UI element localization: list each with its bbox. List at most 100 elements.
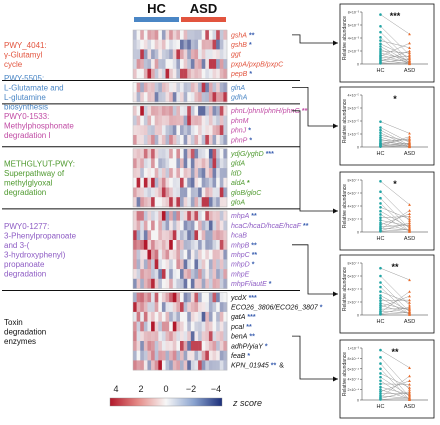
heatmap-cell bbox=[198, 230, 202, 241]
heatmap-cell bbox=[205, 105, 210, 116]
gene-label: KPN_01945 ** & bbox=[231, 363, 284, 370]
gene-label: mhpF/iautE * bbox=[231, 281, 272, 288]
heatmap-cell bbox=[140, 197, 145, 208]
heatmap-cell bbox=[140, 59, 145, 70]
heatmap-cell bbox=[219, 278, 224, 289]
heatmap-cell bbox=[208, 249, 213, 260]
heatmap-cell bbox=[187, 311, 192, 322]
heatmap-cell bbox=[176, 187, 181, 198]
heatmap-cell bbox=[183, 341, 188, 351]
heatmap-cell bbox=[205, 158, 210, 169]
hc-point bbox=[379, 388, 382, 391]
gene-name: gatA bbox=[231, 314, 246, 321]
heatmap-cell bbox=[205, 220, 210, 231]
heatmap-cell bbox=[212, 269, 217, 280]
gene-name: gshA bbox=[231, 32, 247, 39]
y-tick-label: 0 bbox=[357, 399, 359, 403]
heatmap-cell bbox=[194, 135, 199, 145]
heatmap-cell bbox=[176, 168, 181, 179]
heatmap-cell bbox=[143, 210, 148, 221]
heatmap-cell bbox=[223, 230, 228, 241]
hc-point bbox=[379, 42, 382, 46]
heatmap-cell bbox=[172, 39, 177, 50]
heatmap-cell bbox=[187, 259, 192, 270]
heatmap-cell bbox=[147, 158, 152, 169]
heatmap-cell bbox=[190, 68, 195, 79]
heatmap-cell bbox=[183, 30, 188, 40]
heatmap-cell bbox=[208, 82, 213, 93]
heatmap-cell bbox=[212, 158, 217, 169]
pathway-block-frame bbox=[132, 148, 228, 208]
heatmap-cell bbox=[176, 125, 181, 136]
heatmap-cell bbox=[140, 158, 145, 169]
heatmap-cell bbox=[169, 125, 174, 136]
heatmap-cell bbox=[208, 341, 213, 351]
hc-point bbox=[379, 372, 382, 375]
gene-label: mhpB ** bbox=[231, 242, 257, 249]
gene-name: benA bbox=[231, 334, 248, 341]
heatmap-cell bbox=[219, 311, 224, 322]
heatmap-cell bbox=[194, 39, 199, 50]
asd-point bbox=[408, 138, 411, 142]
pair-line bbox=[380, 59, 410, 64]
hc-point bbox=[379, 348, 382, 352]
heatmap-cell bbox=[165, 259, 170, 270]
heatmap-cell bbox=[180, 311, 184, 322]
heatmap-cell bbox=[133, 197, 137, 208]
heatmap-cell bbox=[140, 302, 145, 313]
heatmap-cell bbox=[183, 59, 188, 70]
heatmap-cell bbox=[198, 148, 202, 159]
heatmap-cell bbox=[172, 269, 177, 280]
heatmap-cell bbox=[176, 249, 181, 260]
heatmap-cell bbox=[205, 49, 210, 60]
hc-point bbox=[379, 47, 382, 51]
pathway-label-line: propanoate bbox=[4, 260, 45, 269]
pathway-label-line: and 3-( bbox=[4, 241, 30, 250]
heatmap-cell bbox=[165, 68, 170, 79]
heatmap-cell bbox=[161, 187, 166, 198]
heatmap-cell bbox=[223, 240, 228, 250]
heatmap-cell bbox=[187, 302, 192, 313]
heatmap-cell bbox=[154, 259, 159, 270]
heatmap-cell bbox=[151, 321, 155, 332]
heatmap-cell bbox=[194, 302, 199, 313]
heatmap-cell bbox=[219, 30, 224, 40]
heatmap-cell bbox=[212, 240, 217, 250]
pair-line bbox=[380, 54, 410, 64]
heatmap-cell bbox=[176, 331, 181, 342]
heatmap-cell bbox=[158, 220, 163, 231]
asd-point bbox=[408, 221, 411, 225]
heatmap-cell bbox=[140, 269, 145, 280]
heatmap-cell bbox=[158, 39, 163, 50]
heatmap-cell bbox=[133, 278, 137, 289]
significance-stars: *** bbox=[266, 151, 274, 158]
heatmap-cell bbox=[158, 311, 163, 322]
heatmap-cell bbox=[172, 360, 177, 371]
gene-label: feaB * bbox=[231, 353, 250, 360]
heatmap-cell bbox=[201, 311, 206, 322]
heatmap-cell bbox=[176, 230, 181, 241]
heatmap-cell bbox=[151, 39, 155, 50]
heatmap-cell bbox=[219, 168, 224, 179]
heatmap-cell bbox=[176, 350, 181, 361]
heatmap-cell bbox=[161, 278, 166, 289]
heatmap-cell bbox=[219, 39, 224, 50]
heatmap-cell bbox=[158, 49, 163, 60]
heatmap-cell bbox=[136, 240, 141, 250]
heatmap-cell bbox=[183, 311, 188, 322]
heatmap-cell bbox=[169, 360, 174, 371]
connector-line bbox=[292, 87, 338, 127]
heatmap-cell bbox=[208, 39, 213, 50]
heatmap-cell bbox=[180, 350, 184, 361]
heatmap-cell bbox=[198, 331, 202, 342]
heatmap-cell bbox=[205, 360, 210, 371]
heatmap-cell bbox=[133, 92, 137, 103]
heatmap-cell bbox=[190, 240, 195, 250]
hc-point bbox=[379, 216, 382, 219]
pair-line bbox=[380, 203, 410, 232]
heatmap-cell bbox=[143, 168, 148, 179]
heatmap-cell bbox=[219, 230, 224, 241]
heatmap-cell bbox=[216, 240, 221, 250]
hc-point bbox=[379, 356, 382, 359]
gene-name: feaB bbox=[231, 353, 246, 360]
